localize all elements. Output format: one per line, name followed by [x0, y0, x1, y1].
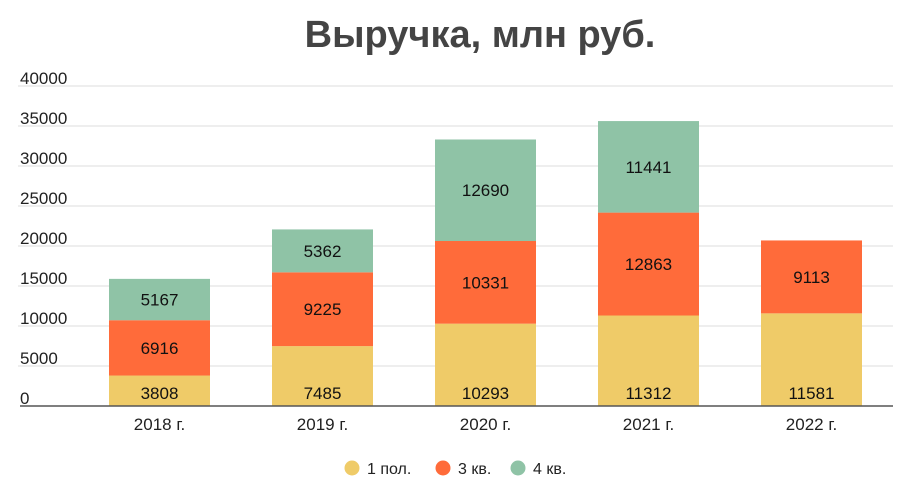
data-label: 11441 — [625, 158, 671, 177]
y-tick-label: 20000 — [20, 229, 67, 248]
data-label: 12863 — [625, 255, 672, 274]
x-tick-label: 2021 г. — [623, 415, 674, 434]
data-label: 9113 — [793, 268, 830, 287]
bar-segment — [272, 229, 373, 273]
y-tick-label: 15000 — [20, 269, 67, 288]
bar-segment — [272, 272, 373, 347]
bar-segment — [761, 313, 862, 406]
x-tick-label: 2018 г. — [134, 415, 185, 434]
data-label: 7485 — [304, 384, 342, 403]
bar-segment — [435, 241, 536, 324]
labels-layer: 3808 6916 5167 7485 9225 5362 10293 10331 12690 1… — [141, 158, 835, 403]
legend-label: 3 кв. — [458, 461, 491, 478]
legend-swatch — [510, 460, 526, 476]
bar-segment — [761, 240, 862, 314]
data-label: 6916 — [141, 339, 179, 358]
legend-item: 1 пол. — [344, 460, 411, 478]
data-label: 12690 — [462, 181, 509, 200]
bar-segment — [598, 212, 699, 316]
chart-title: Выручка, млн руб. — [305, 14, 656, 56]
data-label: 5167 — [141, 291, 179, 310]
bar-segment — [109, 375, 210, 406]
legend-item: 3 кв. — [435, 460, 491, 478]
legend-swatch — [435, 460, 451, 476]
data-label: 11581 — [788, 384, 834, 403]
y-tick-label: 40000 — [20, 69, 67, 88]
bar-segment — [109, 278, 210, 321]
legend-label: 1 пол. — [367, 461, 411, 478]
legend: 1 пол. 3 кв. 4 кв. — [344, 460, 566, 478]
legend-label: 4 кв. — [533, 461, 566, 478]
legend-item: 4 кв. — [510, 460, 566, 478]
legend-swatch — [344, 460, 360, 476]
x-tick-label: 2022 г. — [786, 415, 837, 434]
y-tick-label: 5000 — [20, 349, 58, 368]
data-label: 10331 — [462, 273, 509, 292]
bar-segment — [272, 346, 373, 406]
y-tick-label: 25000 — [20, 189, 67, 208]
data-label: 3808 — [141, 384, 179, 403]
bar-segment — [435, 323, 536, 406]
axis-layer: 0 5000 10000 15000 20000 25000 30000 35000 40000… — [20, 69, 893, 434]
data-label: 9225 — [304, 300, 342, 319]
y-tick-label: 10000 — [20, 309, 67, 328]
data-label: 5362 — [304, 242, 342, 261]
bar-segment — [598, 315, 699, 406]
x-tick-label: 2019 г. — [297, 415, 348, 434]
x-tick-label: 2020 г. — [460, 415, 511, 434]
data-label: 11312 — [625, 384, 671, 403]
bar-segment — [435, 139, 536, 242]
data-label: 10293 — [462, 384, 509, 403]
y-tick-label: 0 — [20, 389, 29, 408]
bars-layer — [109, 121, 862, 406]
y-tick-label: 30000 — [20, 149, 67, 168]
bar-segment — [598, 121, 699, 213]
bar-segment — [109, 320, 210, 376]
y-tick-label: 35000 — [20, 109, 67, 128]
